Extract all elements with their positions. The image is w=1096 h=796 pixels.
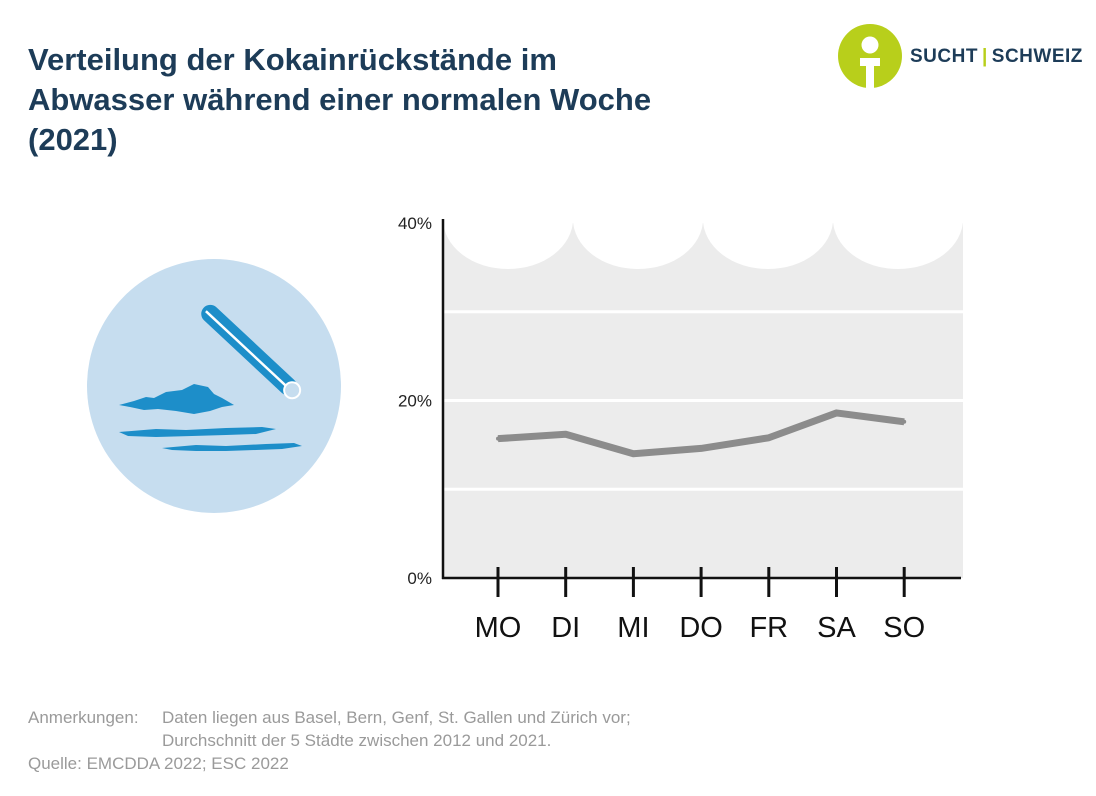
notes-line-2: Durchschnitt der 5 Städte zwischen 2012 …	[162, 731, 552, 750]
y-tick-label: 20%	[398, 392, 432, 411]
logo-separator: |	[981, 46, 988, 67]
person-in-circle-icon	[838, 24, 902, 88]
wave-shape	[443, 223, 573, 269]
x-tick-label: SA	[817, 612, 856, 644]
plot-area	[443, 223, 963, 578]
chart-notes: Anmerkungen: Daten liegen aus Basel, Ber…	[28, 706, 631, 775]
y-tick-label: 0%	[407, 569, 432, 588]
line-chart: 0% 20% 40% MO DI MI DO FR SA SO	[398, 214, 963, 644]
title-line-1: Verteilung der Kokainrückstände im	[28, 42, 557, 77]
cocaine-line-with-straw-icon	[87, 259, 341, 513]
data-point	[766, 435, 771, 440]
data-point	[496, 436, 500, 441]
notes-line-1: Daten liegen aus Basel, Bern, Genf, St. …	[162, 708, 631, 727]
x-tick-label: DI	[551, 612, 580, 644]
data-point	[902, 419, 907, 424]
gridlines	[443, 310, 963, 491]
series-group	[496, 409, 907, 458]
sucht-schweiz-logo: SUCHT | SCHWEIZ	[838, 24, 1088, 88]
data-point	[563, 432, 568, 437]
x-tick-label: MI	[617, 612, 649, 644]
chart-title: Verteilung der Kokainrückstände im Abwas…	[28, 40, 808, 160]
x-tick-label: FR	[749, 612, 788, 644]
x-tick-label: DO	[679, 612, 723, 644]
logo-text: SUCHT | SCHWEIZ	[910, 46, 1083, 68]
logo-text-part2: SCHWEIZ	[991, 46, 1083, 67]
wave-shape	[703, 223, 833, 269]
axes: 0% 20% 40% MO DI MI DO FR SA SO	[398, 214, 961, 644]
data-point	[834, 410, 839, 415]
data-point	[631, 451, 636, 456]
data-point	[699, 446, 704, 451]
title-line-2: Abwasser während einer normalen Woche	[28, 82, 652, 117]
plot-background	[443, 223, 963, 578]
wave-shape	[573, 223, 703, 269]
source-note: Quelle: EMCDDA 2022; ESC 2022	[28, 754, 289, 773]
y-tick-label: 40%	[398, 214, 432, 233]
wave-shape	[833, 223, 963, 269]
title-line-3: (2021)	[28, 122, 118, 157]
notes-label: Anmerkungen:	[28, 708, 139, 727]
x-tick-label: MO	[475, 612, 522, 644]
logo-text-part1: SUCHT	[910, 46, 978, 67]
x-tick-label: SO	[883, 612, 925, 644]
